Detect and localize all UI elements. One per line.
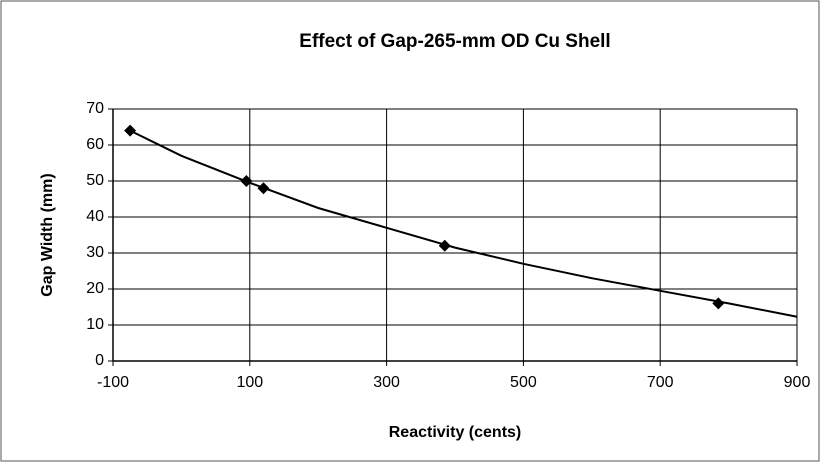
x-axis-label: Reactivity (cents) (389, 424, 522, 441)
chart-title: Effect of Gap-265-mm OD Cu Shell (299, 31, 610, 52)
y-tick-label: 0 (95, 352, 104, 369)
x-tick-label: 900 (784, 374, 811, 391)
y-tick-label: 30 (86, 244, 104, 261)
x-tick-label: 700 (647, 374, 674, 391)
y-tick-label: 40 (86, 208, 104, 225)
y-tick-label: 20 (86, 280, 104, 297)
y-tick-label: 60 (86, 136, 104, 153)
x-tick-label: 500 (510, 374, 537, 391)
y-axis-label: Gap Width (mm) (39, 173, 56, 296)
y-tick-label: 50 (86, 172, 104, 189)
x-tick-label: 100 (236, 374, 263, 391)
trend-line (129, 129, 798, 318)
y-tick-label: 10 (86, 316, 104, 333)
data-point (124, 124, 137, 137)
data-point (438, 239, 451, 252)
x-tick-label: -100 (97, 374, 129, 391)
y-tick-label: 70 (86, 100, 104, 117)
data-point (712, 297, 725, 310)
data-point (257, 182, 270, 195)
x-tick-label: 300 (373, 374, 400, 391)
data-point (240, 175, 253, 187)
